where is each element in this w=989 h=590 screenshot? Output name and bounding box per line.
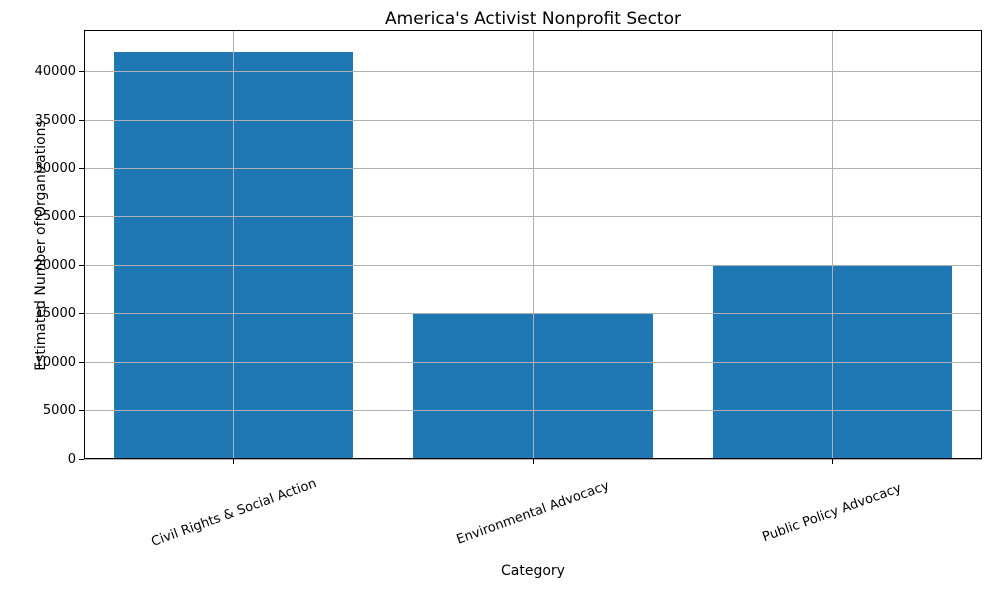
y-tick-label: 35000	[34, 112, 76, 128]
x-tick-label: Environmental Advocacy	[454, 478, 612, 548]
x-tick-mark	[831, 459, 833, 464]
y-tick-label: 10000	[34, 354, 76, 370]
y-tick-mark	[79, 458, 84, 460]
v-gridline	[233, 30, 235, 459]
v-gridline	[532, 30, 534, 459]
plot-area	[84, 30, 982, 459]
y-tick-label: 30000	[34, 160, 76, 176]
y-tick-label: 5000	[42, 403, 76, 419]
y-tick-label: 20000	[34, 257, 76, 273]
x-tick-mark	[532, 459, 534, 464]
y-tick-label: 15000	[34, 306, 76, 322]
x-tick-label-container: Public Policy Advocacy	[759, 481, 906, 545]
y-tick-label: 25000	[34, 209, 76, 225]
y-tick-mark	[79, 216, 84, 218]
y-tick-mark	[79, 361, 84, 363]
y-tick-mark	[79, 71, 84, 73]
y-tick-mark	[79, 264, 84, 266]
x-tick-label: Public Policy Advocacy	[760, 480, 904, 546]
x-tick-label-container: Civil Rights & Social Action	[146, 476, 321, 550]
y-tick-mark	[79, 313, 84, 315]
y-tick-mark	[79, 167, 84, 169]
chart-title: America's Activist Nonprofit Sector	[385, 9, 681, 29]
x-axis-label: Category	[501, 563, 565, 579]
y-axis-label: Estimated Number of Organizations	[33, 120, 49, 371]
y-tick-label: 0	[67, 451, 76, 467]
y-tick-mark	[79, 410, 84, 412]
y-tick-label: 40000	[34, 64, 76, 80]
v-gridline	[831, 30, 833, 459]
x-tick-label-container: Environmental Advocacy	[452, 478, 613, 547]
x-tick-mark	[233, 459, 235, 464]
y-tick-mark	[79, 119, 84, 121]
x-tick-label: Civil Rights & Social Action	[149, 476, 319, 550]
